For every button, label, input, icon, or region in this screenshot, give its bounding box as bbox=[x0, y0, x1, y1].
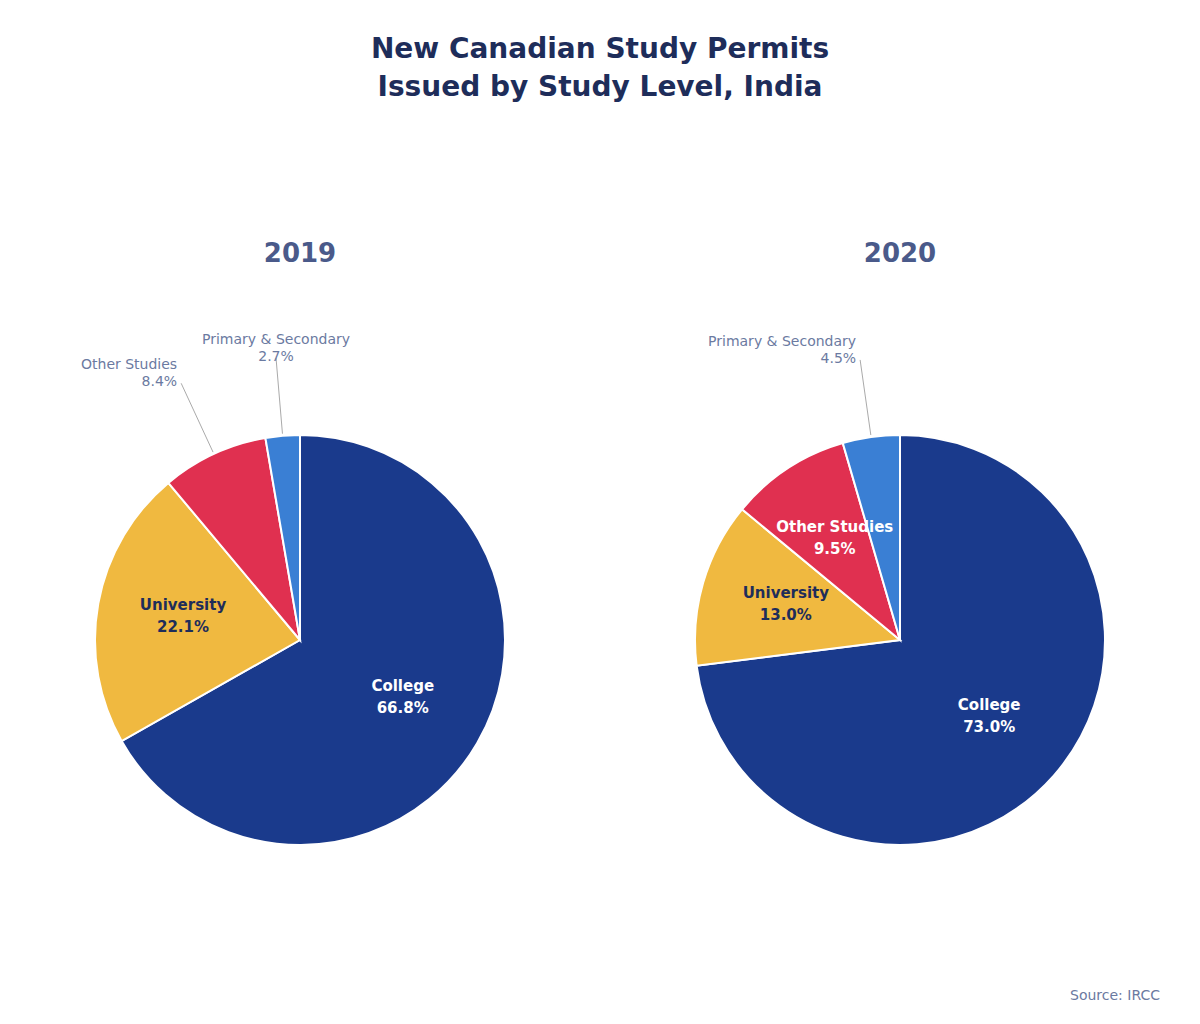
slices bbox=[695, 435, 1105, 845]
pie-chart: 2020 College 73.0% University 13.0% Other Stu… bbox=[695, 238, 1105, 845]
data-label: 66.8% bbox=[377, 699, 429, 717]
title: New Canadian Study PermitsIssued by Stud… bbox=[371, 32, 829, 103]
leader-line bbox=[860, 360, 871, 435]
data-label: 13.0% bbox=[760, 606, 812, 624]
data-label: 2.7% bbox=[258, 348, 294, 364]
pie-slice bbox=[265, 435, 300, 640]
background bbox=[0, 0, 1200, 1024]
pie-slice bbox=[843, 435, 900, 640]
data-label: 73.0% bbox=[963, 718, 1015, 736]
labels: College 66.8% University 22.1% Other Studies… bbox=[81, 331, 434, 717]
slices bbox=[95, 435, 505, 845]
data-label: 4.5% bbox=[821, 350, 857, 366]
outside-label: Primary & Secondary4.5% bbox=[708, 333, 871, 435]
slice-label: Primary & Secondary bbox=[202, 331, 350, 347]
outside-label: Primary & Secondary2.7% bbox=[202, 331, 350, 434]
data-label: 9.5% bbox=[814, 540, 856, 558]
slice-label: Primary & Secondary bbox=[708, 333, 856, 349]
outside-label: Other Studies8.4% bbox=[81, 356, 213, 452]
chart-title: 2019 bbox=[264, 238, 336, 268]
slice-label: Other Studies bbox=[776, 518, 893, 536]
slice-label: University bbox=[743, 584, 830, 602]
source-note: Source: IRCC bbox=[1070, 987, 1160, 1003]
chart-canvas: New Canadian Study PermitsIssued by Stud… bbox=[0, 0, 1200, 1024]
slice-label: College bbox=[958, 696, 1021, 714]
pie-chart: 2019 College 66.8% University 22.1% Other Stu… bbox=[81, 238, 505, 845]
slice-label: University bbox=[140, 596, 227, 614]
leader-line bbox=[181, 383, 213, 452]
labels: College 73.0% University 13.0% Other Studies… bbox=[708, 333, 1020, 736]
leader-line bbox=[276, 358, 282, 434]
data-label: 8.4% bbox=[142, 373, 178, 389]
slice-label: College bbox=[371, 677, 434, 695]
chart-title: 2020 bbox=[864, 238, 936, 268]
data-label: 22.1% bbox=[157, 618, 209, 636]
slice-label: Other Studies bbox=[81, 356, 177, 372]
